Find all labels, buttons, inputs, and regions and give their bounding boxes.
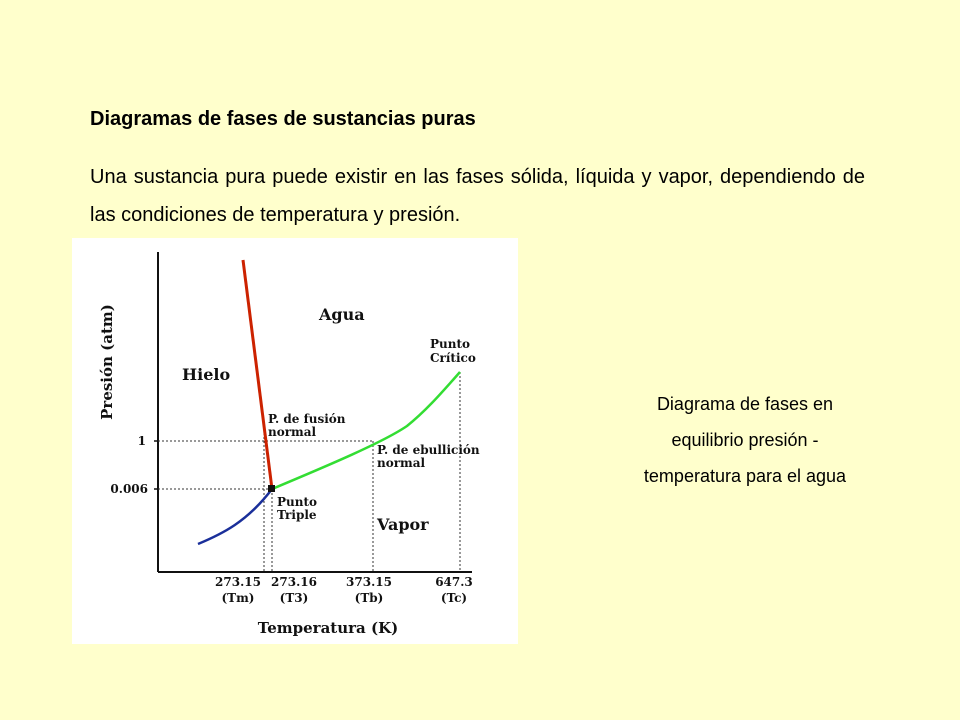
critical-point-label-1: Punto: [430, 337, 470, 351]
sublimation-curve: [197, 488, 273, 546]
fusion-point-label-2: normal: [268, 425, 317, 439]
reference-lines: [158, 372, 461, 572]
caption-line-1: Diagrama de fases en: [656, 394, 834, 414]
phase-diagram: Presión (atm) 1 0.006 Hielo Agua Vapor P…: [72, 238, 518, 644]
x-tick-label-tb: 373.15: [346, 575, 392, 589]
y-tick-label-1: 1: [138, 434, 146, 448]
fusion-curve: [241, 259, 274, 490]
vaporization-curve: [271, 371, 461, 491]
diagram-caption: Diagrama de fases en equilibrio presión …: [600, 386, 890, 494]
triple-point-label-1: Punto: [277, 495, 317, 509]
y-axis-label: Presión (atm): [98, 304, 116, 420]
caption-line-3: temperatura para el agua: [643, 466, 847, 486]
slide-title: Diagramas de fases de sustancias puras: [90, 108, 476, 130]
caption-line-2: equilibrio presión -: [671, 430, 819, 450]
region-label-ice: Hielo: [182, 365, 230, 384]
region-label-vapor: Vapor: [376, 515, 429, 534]
x-tick-symbol-t3: (T3): [280, 591, 309, 605]
triple-point-label-2: Triple: [277, 508, 317, 522]
x-axis-label: Temperatura (K): [258, 619, 398, 637]
x-tick-label-tc: 647.3: [435, 575, 473, 589]
fusion-point-label-1: P. de fusión: [268, 412, 346, 426]
boiling-point-label-2: normal: [377, 456, 426, 470]
x-tick-symbol-tc: (Tc): [441, 591, 467, 605]
y-tick-label-0006: 0.006: [110, 482, 148, 496]
x-tick-label-tm: 273.15: [215, 575, 261, 589]
x-tick-symbol-tm: (Tm): [222, 591, 255, 605]
phase-diagram-svg: Presión (atm) 1 0.006 Hielo Agua Vapor P…: [98, 252, 480, 637]
region-label-water: Agua: [318, 305, 365, 324]
critical-point-label-2: Crítico: [430, 351, 476, 365]
x-tick-label-t3: 273.16: [271, 575, 317, 589]
triple-point-marker: [268, 485, 275, 492]
intro-paragraph: Una sustancia pura puede existir en las …: [90, 166, 865, 226]
boiling-point-label-1: P. de ebullición: [377, 443, 480, 457]
x-tick-symbol-tb: (Tb): [355, 591, 384, 605]
